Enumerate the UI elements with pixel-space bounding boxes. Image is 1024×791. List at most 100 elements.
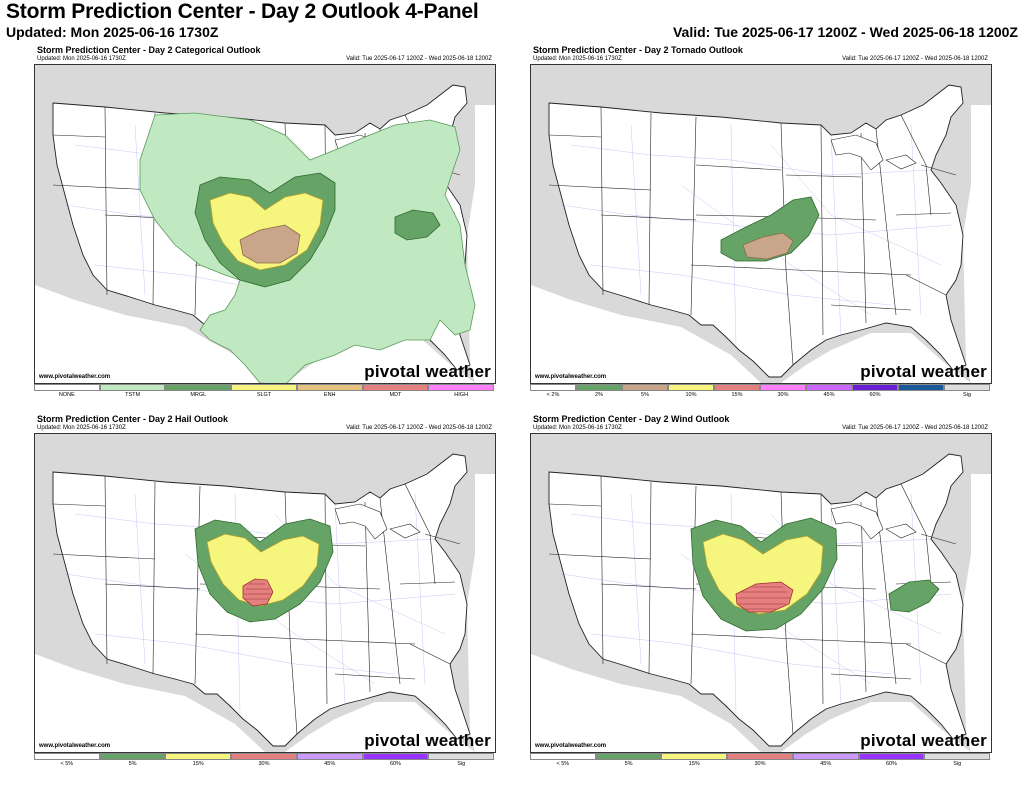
legend-swatch [34,753,100,760]
legend-label: 2% [595,392,603,398]
legend-swatch [530,384,576,391]
outlook-map[interactable]: www.pivotalweather.com pivotal weather [34,64,496,384]
state-border [920,164,957,176]
state-border [52,553,156,560]
hail-sig-hatch [244,583,272,600]
legend-swatch [428,753,495,760]
state-border [785,269,794,366]
legend-swatch [714,384,760,391]
outlook-map[interactable]: www.pivotalweather.com pivotal weather [530,433,992,753]
legend-item: < 2% [530,384,576,399]
legend-label: NONE [58,392,75,398]
panel-valid: Valid: Tue 2025-06-17 1200Z - Wed 2025-0… [346,56,492,62]
panel-title: Storm Prediction Center - Day 2 Tornado … [533,45,743,55]
road [414,493,426,685]
legend-swatch [806,384,852,391]
legend-item: 60% [852,384,898,399]
state-border [648,112,652,306]
wind-sig-hatch [738,586,790,610]
great-lakes [830,503,917,540]
state-border [289,638,298,735]
state-borders [548,106,957,366]
state-border [690,116,697,316]
legend-label: < 5% [60,761,74,767]
legend-swatch [668,384,714,391]
road [590,264,892,306]
gulf-of-mexico [285,333,475,383]
legend: < 2% 2% 5% 10% 15% 30% 45% 60% Sig [530,384,990,399]
legend-swatch [296,753,363,760]
legend-item: 45% [296,753,363,768]
outlook-map[interactable]: www.pivotalweather.com pivotal weather [530,64,992,384]
legend-item: SLGT [231,384,297,399]
brand-logo: pivotal weather [860,362,987,381]
legend-item: 10% [668,384,714,399]
state-border [900,483,927,535]
state-border [600,475,604,665]
legend-label: 5% [624,761,633,767]
state-border [52,184,156,191]
state-border [404,483,431,535]
state-border [52,134,106,138]
state-border [860,132,867,324]
page-valid: Valid: Tue 2025-06-17 1200Z - Wed 2025-0… [672,24,1018,40]
state-border [690,633,797,640]
ocean-pacific [531,285,761,383]
page-updated: Updated: Mon 2025-06-16 1730Z [6,24,219,40]
state-border [925,164,932,216]
state-border [548,503,602,507]
legend-swatch [165,384,232,391]
state-border [52,503,106,507]
ocean-pacific [35,285,265,383]
legend-label: 5% [641,392,649,398]
risk-areas [194,518,334,623]
state-border [830,304,912,311]
legend-item: 45% [792,753,859,768]
outlook-map[interactable]: www.pivotalweather.com pivotal weather [34,433,496,753]
road [630,124,642,296]
state-border [194,485,201,685]
legend-swatch [231,753,297,760]
us-map-categorical [35,65,495,383]
legend-swatch [165,753,232,760]
ocean-pacific [35,654,265,752]
legend-label: 45% [820,761,832,767]
panel-valid: Valid: Tue 2025-06-17 1200Z - Wed 2025-0… [842,425,988,431]
brand-logo: pivotal weather [364,362,491,381]
state-border [785,638,794,735]
road [680,184,872,316]
legend-item: MRGL [165,384,232,399]
gulf-of-mexico [781,702,971,752]
state-border [548,553,652,560]
brand-logo: pivotal weather [860,731,987,750]
panel-tornado: Storm Prediction Center - Day 2 Tornado … [528,45,992,405]
wind-15pct-area [702,533,824,615]
legend-item: MDT [362,384,429,399]
panel-title: Storm Prediction Center - Day 2 Hail Out… [37,414,229,424]
tor-5pct-area [742,232,794,260]
state-border [429,533,436,585]
legend-item: NONE [34,384,100,399]
road [334,503,346,705]
atlantic-ocean [963,105,991,383]
legend-label: 45% [823,392,835,398]
state-border [905,274,947,296]
legend-item: 15% [714,384,760,399]
legend-label: 15% [688,761,700,767]
site-credit[interactable]: www.pivotalweather.com [39,374,111,380]
state-border [648,481,652,675]
road [560,204,952,236]
legend-item: TSTM [99,384,166,399]
site-credit[interactable]: www.pivotalweather.com [535,374,607,380]
state-border [830,673,912,680]
site-credit[interactable]: www.pivotalweather.com [535,743,607,749]
legend-item: 60% [362,753,429,768]
legend-swatch [852,384,898,391]
great-lakes [334,503,421,540]
legend-item: < 5% [530,753,596,768]
panel-title: Storm Prediction Center - Day 2 Wind Out… [533,414,730,424]
legend-swatch [362,384,429,391]
legend-label: 15% [192,761,204,767]
site-credit[interactable]: www.pivotalweather.com [39,743,111,749]
legend-label: SLGT [256,392,272,398]
